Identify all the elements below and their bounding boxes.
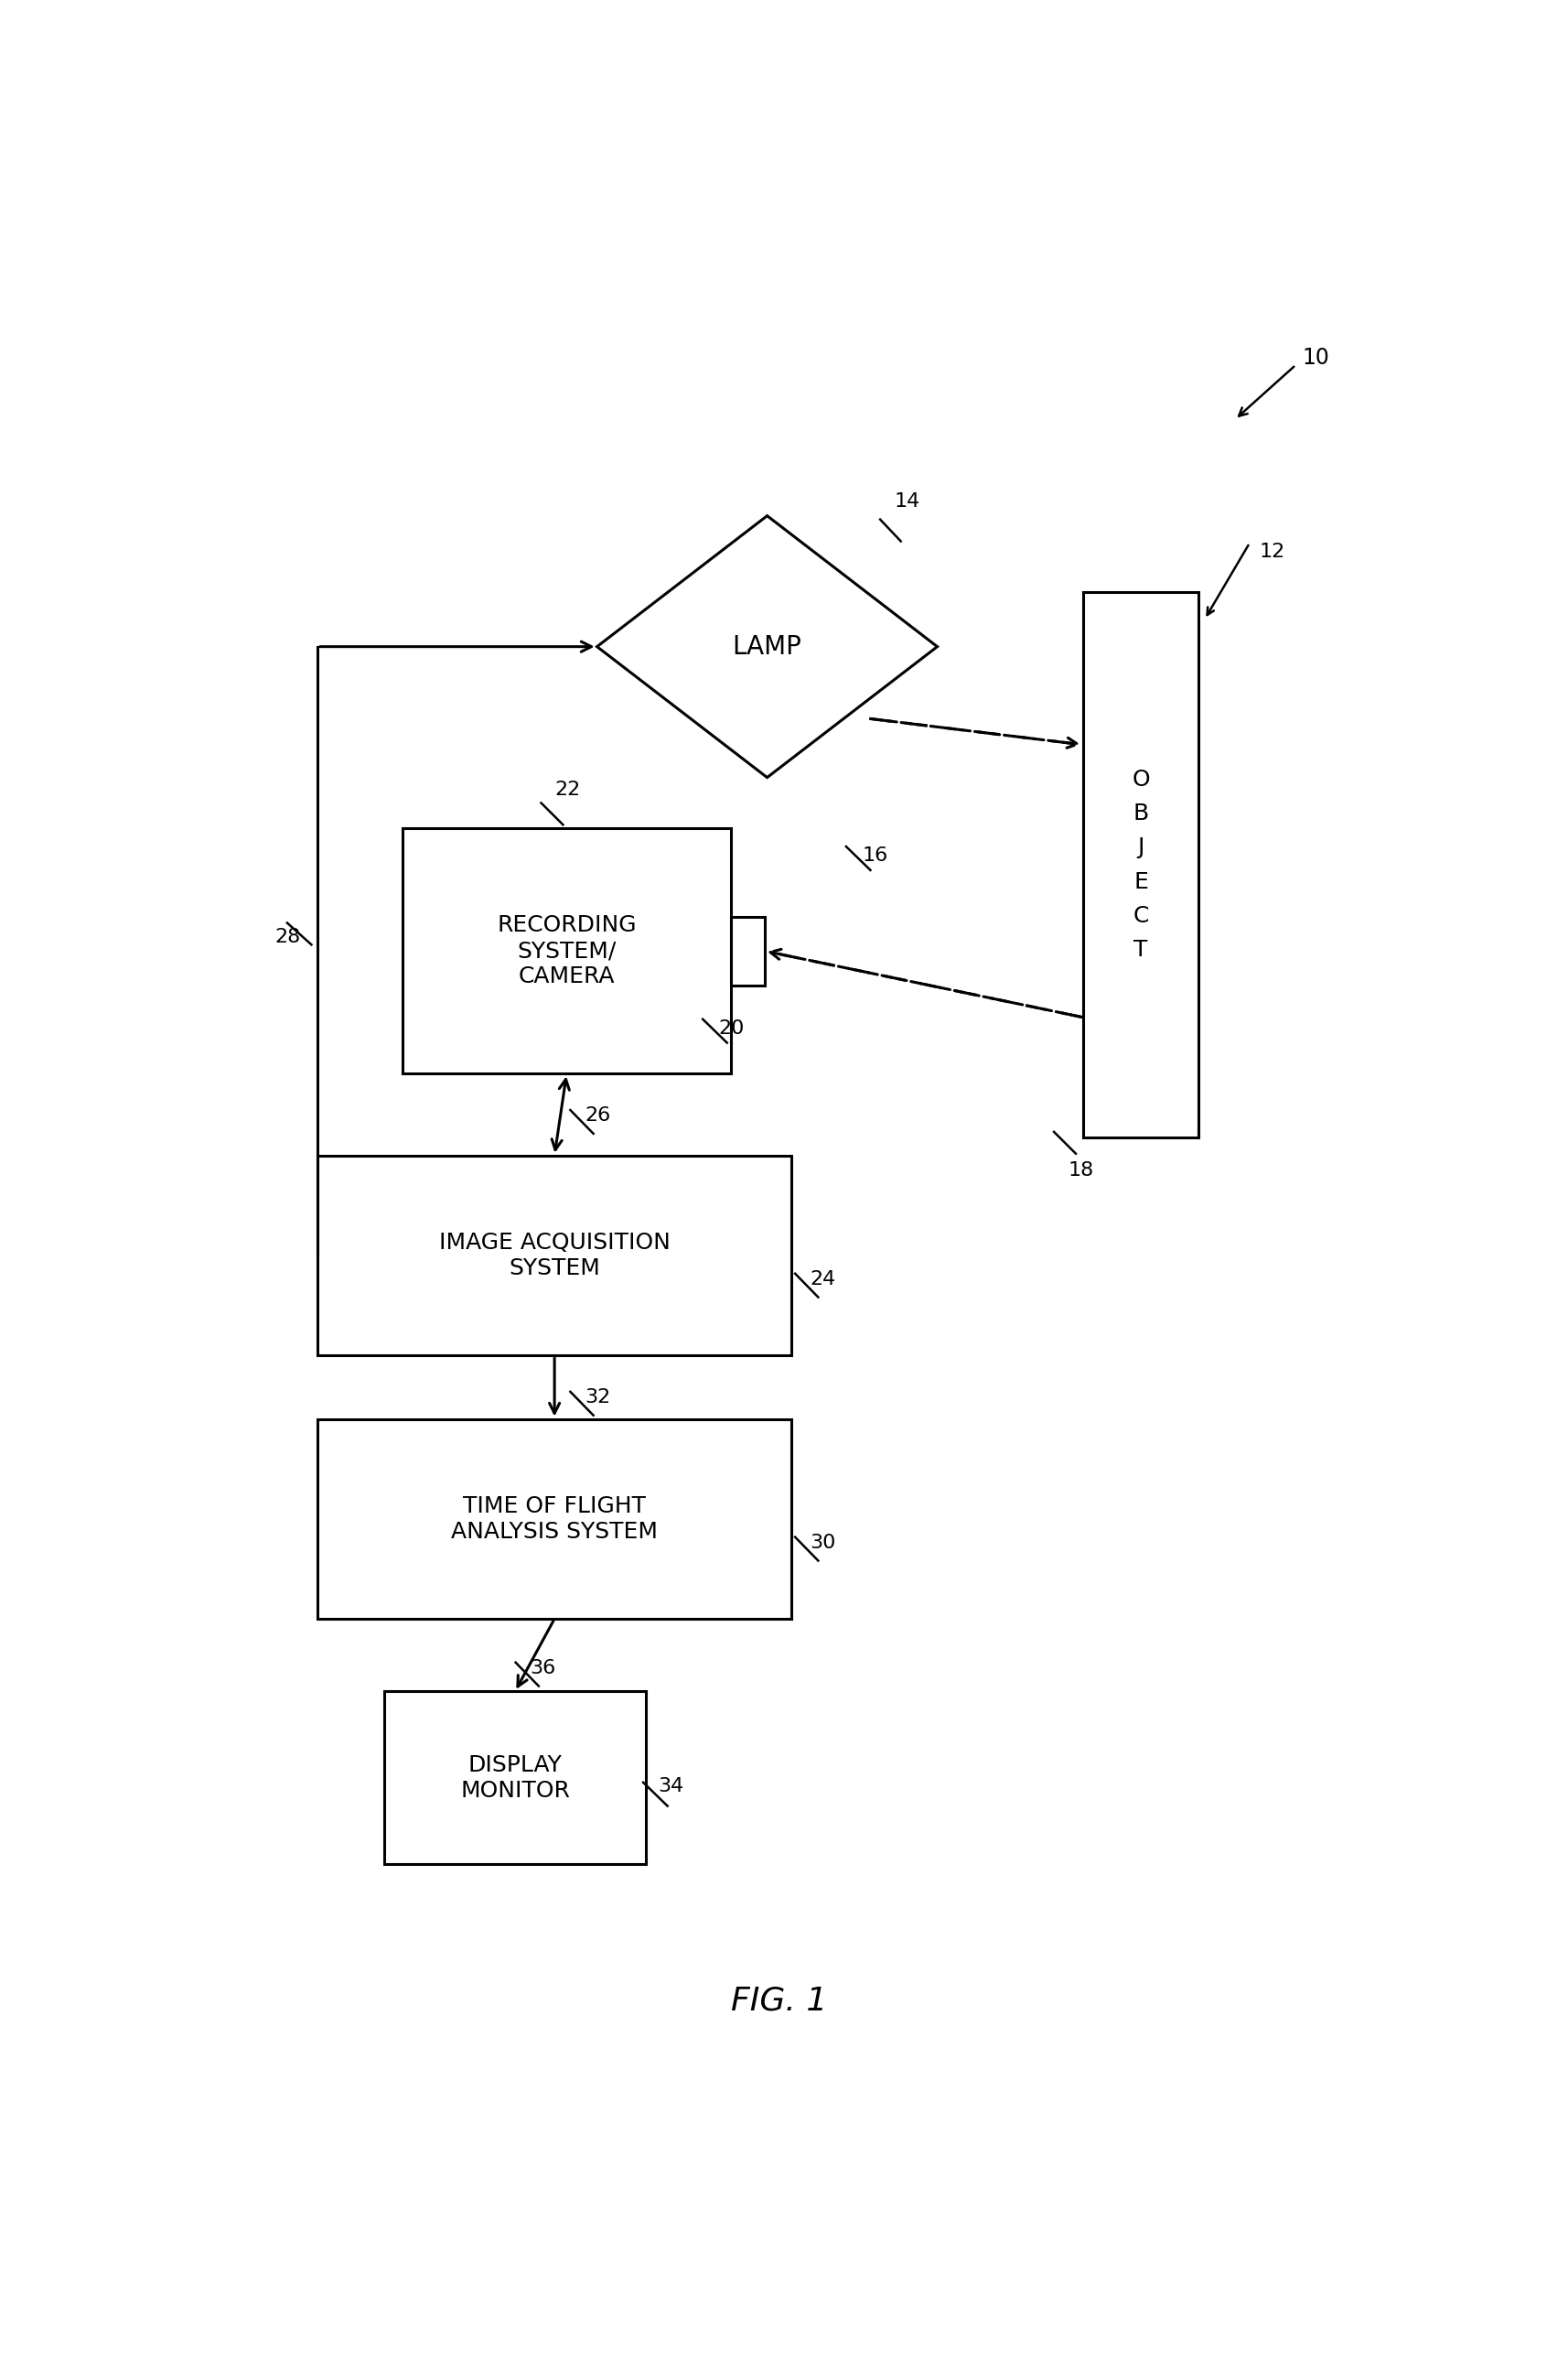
Text: 34: 34 — [659, 1777, 684, 1796]
Text: 30: 30 — [809, 1534, 836, 1551]
Bar — [1083, 592, 1198, 1138]
Text: 14: 14 — [895, 491, 920, 510]
Polygon shape — [597, 517, 938, 776]
Text: 18: 18 — [1068, 1161, 1094, 1180]
Text: 36: 36 — [530, 1659, 557, 1678]
Text: 24: 24 — [809, 1270, 836, 1289]
Bar — [317, 1418, 792, 1619]
Text: DISPLAY
MONITOR: DISPLAY MONITOR — [459, 1753, 569, 1801]
Text: IMAGE ACQUISITION
SYSTEM: IMAGE ACQUISITION SYSTEM — [439, 1232, 670, 1279]
Bar — [384, 1692, 646, 1864]
Text: 20: 20 — [718, 1020, 745, 1038]
Text: LAMP: LAMP — [732, 635, 801, 658]
Text: RECORDING
SYSTEM/
CAMERA: RECORDING SYSTEM/ CAMERA — [497, 916, 637, 986]
Text: O
B
J
E
C
T: O B J E C T — [1132, 769, 1149, 961]
Text: 32: 32 — [585, 1388, 610, 1407]
Text: 22: 22 — [555, 781, 580, 800]
Text: TIME OF FLIGHT
ANALYSIS SYSTEM: TIME OF FLIGHT ANALYSIS SYSTEM — [452, 1496, 659, 1543]
Text: 16: 16 — [862, 847, 887, 864]
Bar — [403, 828, 731, 1074]
Text: 28: 28 — [274, 927, 301, 946]
Bar — [731, 916, 765, 986]
Bar — [317, 1156, 792, 1355]
Text: 12: 12 — [1259, 543, 1286, 562]
Text: 26: 26 — [585, 1107, 610, 1126]
Text: 10: 10 — [1301, 347, 1330, 368]
Text: FIG. 1: FIG. 1 — [731, 1985, 828, 2015]
